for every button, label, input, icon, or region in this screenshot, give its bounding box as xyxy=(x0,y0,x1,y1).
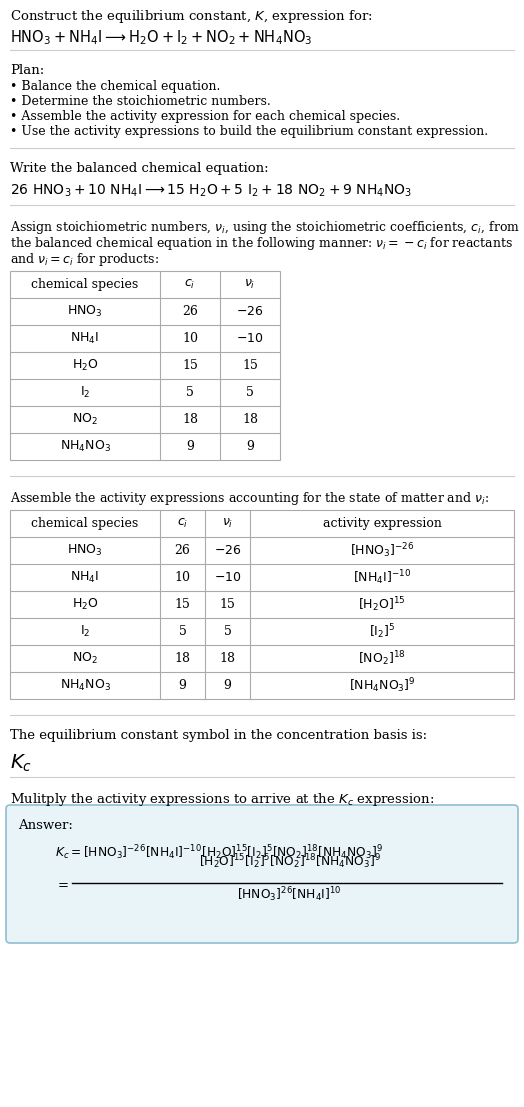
Text: $\nu_i$: $\nu_i$ xyxy=(222,517,233,530)
Text: 15: 15 xyxy=(182,359,198,372)
Text: $[\mathrm{I_2}]^5$: $[\mathrm{I_2}]^5$ xyxy=(369,622,395,641)
Text: 18: 18 xyxy=(220,652,235,665)
Text: 15: 15 xyxy=(220,598,235,611)
Text: 9: 9 xyxy=(224,679,232,692)
Text: Mulitply the activity expressions to arrive at the $K_c$ expression:: Mulitply the activity expressions to arr… xyxy=(10,792,434,808)
Text: $[\mathrm{HNO_3}]^{26} [\mathrm{NH_4I}]^{10}$: $[\mathrm{HNO_3}]^{26} [\mathrm{NH_4I}]^… xyxy=(237,884,342,903)
Text: $\mathrm{I_2}$: $\mathrm{I_2}$ xyxy=(80,624,90,639)
Text: 10: 10 xyxy=(182,332,198,345)
Text: 18: 18 xyxy=(242,413,258,426)
Text: $\mathrm{H_2O}$: $\mathrm{H_2O}$ xyxy=(72,597,99,612)
Text: • Determine the stoichiometric numbers.: • Determine the stoichiometric numbers. xyxy=(10,95,271,108)
Text: $\mathrm{I_2}$: $\mathrm{I_2}$ xyxy=(80,385,90,400)
Text: • Assemble the activity expression for each chemical species.: • Assemble the activity expression for e… xyxy=(10,110,400,123)
Text: $[\mathrm{H_2O}]^{15}$: $[\mathrm{H_2O}]^{15}$ xyxy=(358,596,406,614)
Text: $=$: $=$ xyxy=(55,877,69,890)
Text: $-26$: $-26$ xyxy=(236,306,264,318)
Text: $\mathrm{HNO_3 + NH_4I \longrightarrow H_2O + I_2 + NO_2 + NH_4NO_3}$: $\mathrm{HNO_3 + NH_4I \longrightarrow H… xyxy=(10,28,312,46)
Text: 9: 9 xyxy=(179,679,187,692)
Text: the balanced chemical equation in the following manner: $\nu_i = -c_i$ for react: the balanced chemical equation in the fo… xyxy=(10,235,513,252)
FancyBboxPatch shape xyxy=(6,805,518,943)
Text: 5: 5 xyxy=(246,386,254,399)
Text: $K_c = [\mathrm{HNO_3}]^{-26} [\mathrm{NH_4I}]^{-10} [\mathrm{H_2O}]^{15} [\math: $K_c = [\mathrm{HNO_3}]^{-26} [\mathrm{N… xyxy=(55,844,383,861)
Text: $\mathrm{NO_2}$: $\mathrm{NO_2}$ xyxy=(72,412,98,427)
Text: Assemble the activity expressions accounting for the state of matter and $\nu_i$: Assemble the activity expressions accoun… xyxy=(10,490,489,507)
Text: $-10$: $-10$ xyxy=(214,571,241,584)
Text: chemical species: chemical species xyxy=(31,517,139,530)
Text: 15: 15 xyxy=(174,598,190,611)
Text: $\mathrm{NH_4I}$: $\mathrm{NH_4I}$ xyxy=(70,331,100,346)
Text: 5: 5 xyxy=(224,625,232,638)
Text: 5: 5 xyxy=(179,625,187,638)
Text: 18: 18 xyxy=(182,413,198,426)
Text: 9: 9 xyxy=(246,439,254,453)
Text: $[\mathrm{H_2O}]^{15} [\mathrm{I_2}]^5 [\mathrm{NO_2}]^{18} [\mathrm{NH_4NO_3}]^: $[\mathrm{H_2O}]^{15} [\mathrm{I_2}]^5 [… xyxy=(199,852,380,871)
Text: $\mathrm{H_2O}$: $\mathrm{H_2O}$ xyxy=(72,358,99,373)
Text: chemical species: chemical species xyxy=(31,278,139,291)
Text: $\mathrm{HNO_3}$: $\mathrm{HNO_3}$ xyxy=(67,542,103,558)
Bar xyxy=(10,271,280,461)
Text: $[\mathrm{HNO_3}]^{-26}$: $[\mathrm{HNO_3}]^{-26}$ xyxy=(350,541,414,560)
Text: Assign stoichiometric numbers, $\nu_i$, using the stoichiometric coefficients, $: Assign stoichiometric numbers, $\nu_i$, … xyxy=(10,219,520,236)
Text: $[\mathrm{NH_4NO_3}]^9$: $[\mathrm{NH_4NO_3}]^9$ xyxy=(348,676,416,695)
Text: • Use the activity expressions to build the equilibrium constant expression.: • Use the activity expressions to build … xyxy=(10,125,488,138)
Text: • Balance the chemical equation.: • Balance the chemical equation. xyxy=(10,80,221,93)
Text: $\mathrm{NO_2}$: $\mathrm{NO_2}$ xyxy=(72,651,98,666)
Text: $[\mathrm{NO_2}]^{18}$: $[\mathrm{NO_2}]^{18}$ xyxy=(358,649,406,668)
Text: $\mathrm{NH_4NO_3}$: $\mathrm{NH_4NO_3}$ xyxy=(60,677,111,693)
Text: $[\mathrm{NH_4I}]^{-10}$: $[\mathrm{NH_4I}]^{-10}$ xyxy=(353,568,411,587)
Text: and $\nu_i = c_i$ for products:: and $\nu_i = c_i$ for products: xyxy=(10,251,159,268)
Text: $c_i$: $c_i$ xyxy=(184,278,195,291)
Text: $c_i$: $c_i$ xyxy=(177,517,188,530)
Text: $K_c$: $K_c$ xyxy=(10,753,32,774)
Text: 5: 5 xyxy=(186,386,194,399)
Text: 10: 10 xyxy=(174,571,191,584)
Text: 9: 9 xyxy=(186,439,194,453)
Text: Plan:: Plan: xyxy=(10,64,44,77)
Text: 26: 26 xyxy=(174,544,190,557)
Text: $\mathrm{26\ HNO_3 + 10\ NH_4I \longrightarrow 15\ H_2O + 5\ I_2 + 18\ NO_2 + 9\: $\mathrm{26\ HNO_3 + 10\ NH_4I \longrigh… xyxy=(10,183,412,199)
Text: 18: 18 xyxy=(174,652,191,665)
Text: $\mathrm{NH_4I}$: $\mathrm{NH_4I}$ xyxy=(70,570,100,586)
Text: activity expression: activity expression xyxy=(323,517,441,530)
Text: Write the balanced chemical equation:: Write the balanced chemical equation: xyxy=(10,162,269,175)
Text: Construct the equilibrium constant, $K$, expression for:: Construct the equilibrium constant, $K$,… xyxy=(10,8,373,25)
Text: $\mathrm{HNO_3}$: $\mathrm{HNO_3}$ xyxy=(67,304,103,319)
Text: 26: 26 xyxy=(182,306,198,318)
Text: $\mathrm{NH_4NO_3}$: $\mathrm{NH_4NO_3}$ xyxy=(60,439,111,454)
Text: $\nu_i$: $\nu_i$ xyxy=(244,278,256,291)
Text: The equilibrium constant symbol in the concentration basis is:: The equilibrium constant symbol in the c… xyxy=(10,730,427,742)
Text: 15: 15 xyxy=(242,359,258,372)
Bar xyxy=(10,510,514,699)
Text: $-26$: $-26$ xyxy=(214,544,241,557)
Text: Answer:: Answer: xyxy=(18,819,73,832)
Text: $-10$: $-10$ xyxy=(236,332,264,345)
